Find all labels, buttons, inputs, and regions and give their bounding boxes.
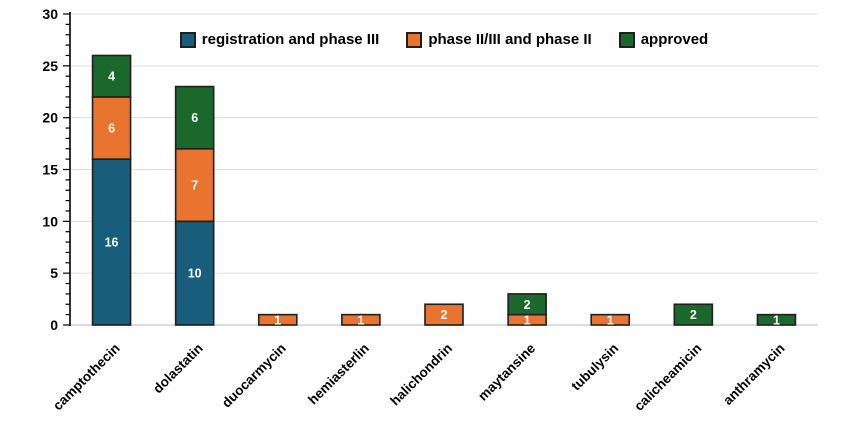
bar-segment bbox=[424, 303, 464, 326]
y-tick-label: 15 bbox=[42, 162, 58, 178]
bar-value-label: 6 bbox=[191, 111, 198, 125]
bar-value-label: 7 bbox=[191, 179, 198, 193]
x-category-label: camptothecin bbox=[50, 341, 123, 414]
bar-value-label: 6 bbox=[108, 122, 115, 136]
x-category-label: maytansine bbox=[475, 340, 538, 403]
bar-segment bbox=[91, 158, 132, 326]
x-category-label: tubulysin bbox=[568, 341, 621, 394]
y-tick-label: 30 bbox=[42, 6, 58, 22]
bar-value-label: 1 bbox=[524, 313, 531, 327]
y-tick-label: 10 bbox=[42, 213, 58, 229]
x-category-label: duocarmycin bbox=[219, 341, 289, 411]
x-category-label: hemiasterlin bbox=[305, 341, 372, 408]
bar-segment bbox=[174, 220, 215, 326]
y-tick-label: 5 bbox=[50, 265, 58, 281]
bar-value-label: 10 bbox=[188, 267, 202, 281]
bar-segment bbox=[590, 313, 631, 326]
bar-value-label: 1 bbox=[274, 313, 281, 327]
bar-segment bbox=[257, 313, 298, 326]
x-category-label: calicheamicin bbox=[631, 341, 704, 414]
y-tick-label: 0 bbox=[50, 317, 58, 333]
x-category-label: dolastatin bbox=[150, 341, 206, 397]
y-tick-label: 20 bbox=[42, 110, 58, 126]
bar-value-label: 1 bbox=[607, 313, 614, 327]
bar-value-label: 16 bbox=[105, 236, 119, 250]
bar-segment bbox=[507, 293, 547, 316]
bar-value-label: 2 bbox=[690, 308, 697, 322]
y-tick-label: 25 bbox=[42, 58, 58, 74]
bar-value-label: 2 bbox=[524, 298, 531, 312]
bar-segment bbox=[756, 313, 797, 326]
bar-segment bbox=[91, 96, 132, 160]
bar-value-label: 4 bbox=[108, 70, 115, 84]
x-category-label: anthramycin bbox=[720, 341, 787, 408]
bar-value-label: 1 bbox=[773, 313, 780, 327]
bar-value-label: 1 bbox=[357, 313, 364, 327]
bar-segment bbox=[673, 303, 714, 326]
x-category-label: halichondrin bbox=[387, 341, 455, 409]
bar-segment bbox=[174, 85, 215, 150]
bar-value-label: 2 bbox=[441, 308, 448, 322]
bar-segment bbox=[91, 54, 132, 98]
bar-segment bbox=[341, 313, 381, 326]
